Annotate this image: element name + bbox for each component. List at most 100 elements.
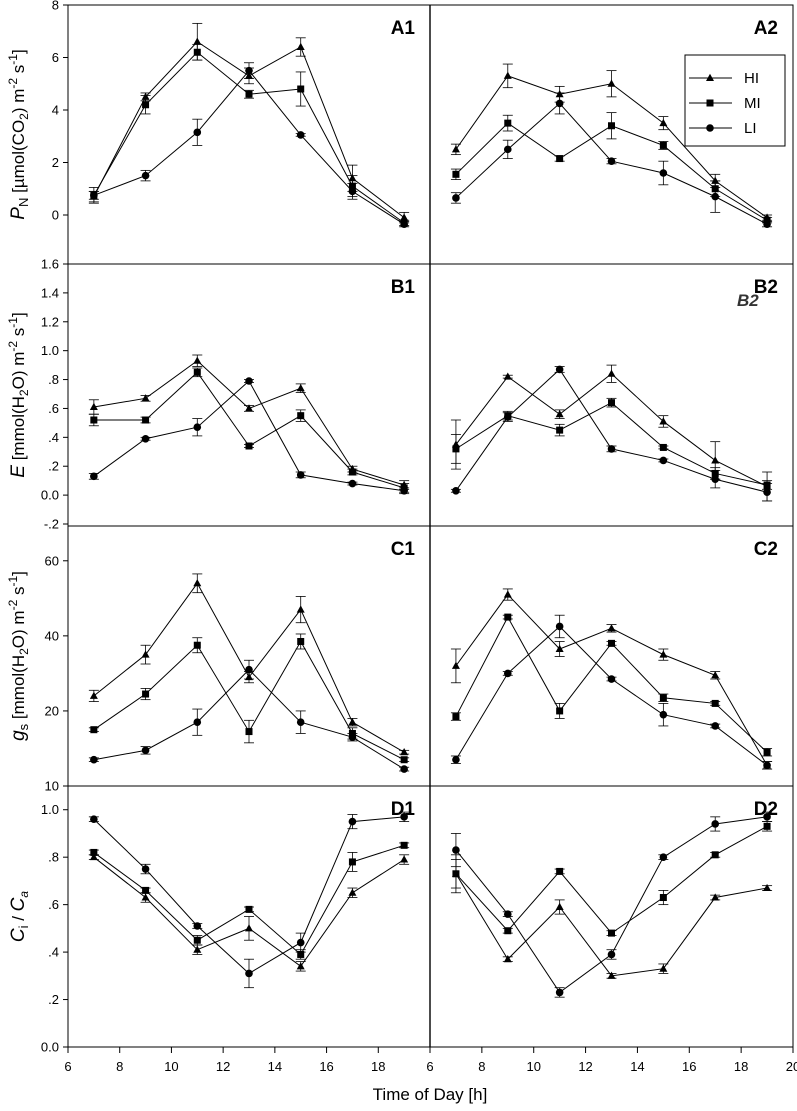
hi-marker [245, 404, 253, 412]
hi-marker [348, 717, 357, 726]
li-marker [452, 486, 460, 495]
series-li [450, 92, 773, 228]
series-line [455, 368, 768, 493]
li-marker [607, 157, 616, 165]
li-marker [400, 813, 408, 821]
y-tick-label: 10 [45, 779, 59, 794]
mi-marker [608, 929, 615, 937]
mi-marker [452, 445, 460, 453]
panel-label: D1 [391, 799, 416, 820]
hi-marker [659, 118, 668, 127]
mi-marker [452, 170, 460, 178]
series-mi [450, 397, 773, 490]
x-tick-label: 18 [371, 1059, 385, 1074]
hi-marker [659, 964, 668, 972]
panel-label: B2 [754, 277, 778, 298]
mi-marker [90, 416, 98, 424]
mi-marker [504, 613, 512, 621]
mi-marker [297, 85, 305, 93]
mi-marker [706, 99, 714, 107]
y-axis-label: PN [µmol(CO2) m-2 s-1] [6, 49, 31, 219]
panel-label: A2 [754, 18, 778, 39]
mi-marker [142, 416, 150, 424]
mi-marker [608, 639, 615, 647]
mi-marker [608, 122, 615, 130]
mi-marker [504, 119, 512, 127]
y-tick-label: .6 [48, 401, 59, 416]
series-hi [450, 364, 773, 502]
hi-marker [711, 893, 720, 901]
mi-marker [659, 141, 667, 149]
x-tick-label: 10 [526, 1059, 540, 1074]
hi-marker [348, 888, 357, 896]
mi-marker [348, 468, 356, 476]
mi-marker [193, 368, 201, 376]
series-li [88, 811, 410, 989]
series-hi [88, 22, 410, 224]
li-marker [763, 761, 771, 770]
li-marker [90, 472, 98, 481]
hi-marker [711, 176, 720, 184]
mi-marker [348, 858, 356, 866]
y-tick-label: -.2 [44, 517, 59, 532]
hi-marker [193, 579, 202, 587]
series-line [455, 625, 768, 766]
panel-label: C2 [754, 539, 778, 560]
mi-marker [659, 894, 667, 902]
li-marker [90, 191, 98, 200]
hi-marker [607, 369, 616, 377]
y-tick-label: .2 [48, 459, 59, 474]
mi-marker [763, 748, 771, 756]
li-marker [607, 950, 616, 959]
y-tick-label: 1.4 [41, 285, 59, 300]
x-tick-label: 10 [164, 1059, 178, 1074]
li-marker [711, 475, 720, 484]
mi-marker [400, 841, 408, 849]
panel-label: A1 [391, 18, 416, 39]
panel-c1: C1 [88, 539, 416, 773]
li-marker [503, 145, 512, 154]
series-li [88, 377, 410, 495]
mi-marker [452, 713, 460, 721]
hi-marker [763, 883, 772, 892]
mi-marker [245, 442, 253, 450]
series-mi [450, 613, 773, 757]
li-marker [90, 755, 98, 764]
mi-marker [142, 690, 150, 698]
mi-marker [763, 216, 771, 224]
y-axis-label: E [mmol(H2O) m-2 s-1] [6, 312, 31, 477]
series-hi [88, 852, 410, 972]
series-li [450, 365, 773, 502]
series-hi [88, 354, 410, 490]
panel-sublabel: B2 [737, 291, 759, 310]
hi-marker [296, 962, 305, 970]
hi-marker [503, 372, 512, 380]
series-line [93, 380, 405, 492]
series-mi [88, 841, 410, 960]
mi-marker [142, 886, 150, 894]
mi-marker [504, 927, 512, 935]
mi-marker [659, 694, 667, 702]
hi-marker [451, 661, 460, 669]
x-tick-label: 16 [319, 1059, 333, 1074]
hi-marker [706, 73, 714, 81]
hi-marker [89, 852, 98, 861]
mi-marker [297, 950, 305, 958]
panel-d2: D2 [450, 799, 778, 998]
panel-label: D2 [754, 799, 778, 820]
panel-label: C1 [391, 539, 416, 560]
y-tick-label: .4 [48, 945, 59, 960]
li-marker [141, 171, 150, 180]
li-marker [503, 910, 512, 918]
li-marker [296, 938, 305, 947]
x-tick-label: 14 [268, 1059, 282, 1074]
y-tick-label: 1.6 [41, 257, 59, 272]
series-line [455, 373, 768, 487]
li-marker [503, 413, 512, 421]
y-tick-label: 40 [45, 628, 59, 643]
y-tick-label: .8 [48, 850, 59, 865]
hi-marker [141, 394, 150, 402]
x-tick-label: 6 [426, 1059, 433, 1074]
li-marker [555, 988, 564, 997]
mi-marker [142, 101, 150, 109]
